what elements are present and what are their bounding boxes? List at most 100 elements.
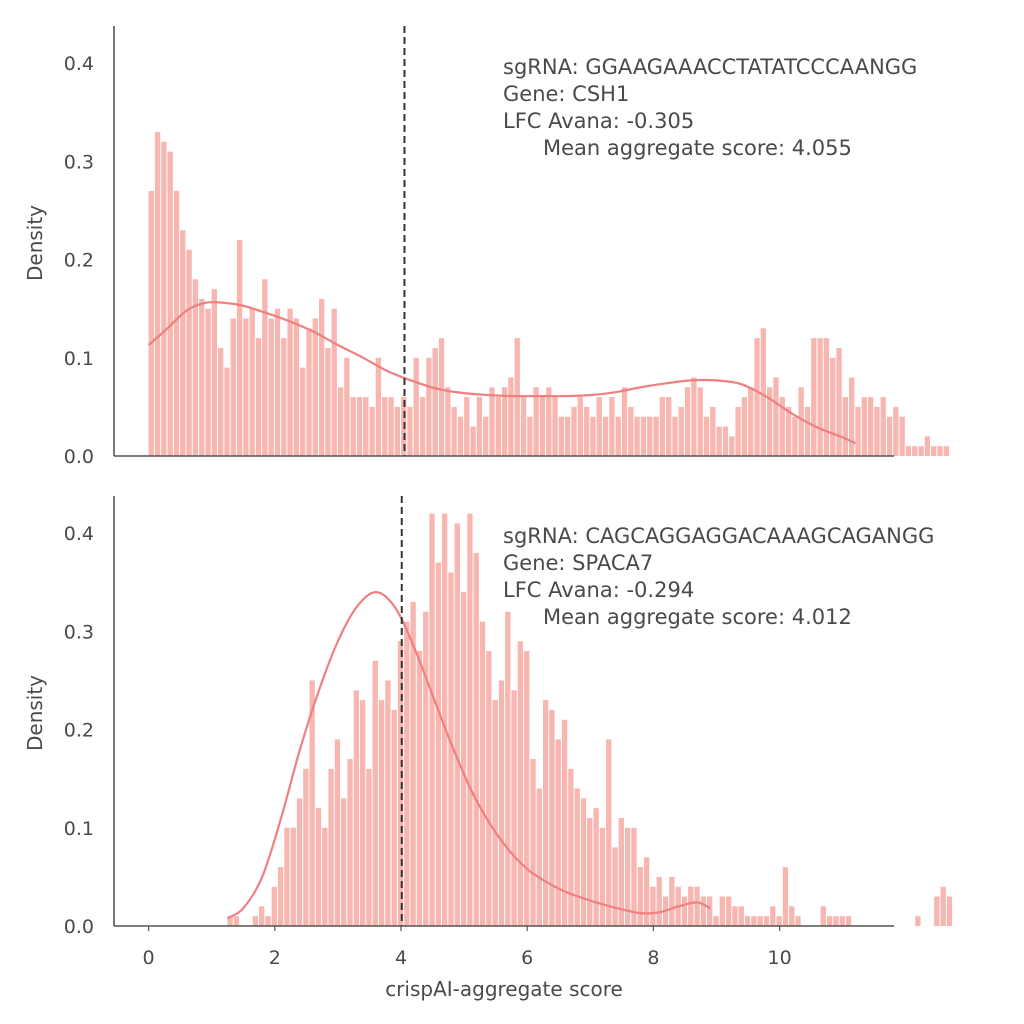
top-hist-bar bbox=[211, 289, 218, 456]
bottom-y-tick-label: 0.2 bbox=[64, 720, 94, 742]
top-hist-bar bbox=[672, 416, 678, 456]
top-hist-bar bbox=[880, 397, 886, 456]
bottom-hist-bar bbox=[700, 896, 707, 926]
bottom-x-tick-label: 6 bbox=[521, 947, 533, 969]
top-panel: 0.0 0.1 0.2 0.3 0.4 Density sgRNA: GGAAGAAAC… bbox=[23, 26, 949, 468]
x-axis-label: crispAI-aggregate score bbox=[385, 977, 623, 1001]
top-hist-bar bbox=[899, 416, 905, 456]
bottom-hist-bar bbox=[618, 817, 625, 926]
bottom-panel: 0.0 0.1 0.2 0.3 0.4 0 2 4 6 8 10 Density crispAI-… bbox=[23, 496, 953, 1001]
top-hist-bar bbox=[173, 190, 180, 457]
bottom-hist-bar bbox=[915, 916, 921, 926]
top-hist-bar bbox=[621, 387, 628, 456]
top-hist-bar bbox=[167, 151, 173, 456]
top-hist-bar bbox=[842, 397, 849, 456]
bottom-x-tick-label: 4 bbox=[395, 947, 407, 969]
top-hist-bar bbox=[262, 279, 268, 456]
top-hist-bar bbox=[779, 397, 785, 456]
top-annotation-gene: Gene: CSH1 bbox=[503, 82, 629, 106]
top-hist-bar bbox=[905, 446, 912, 456]
top-hist-bar bbox=[476, 397, 483, 456]
top-hist-bar bbox=[867, 397, 874, 456]
bottom-hist-bar bbox=[410, 601, 416, 926]
top-hist-bar bbox=[615, 416, 621, 456]
bottom-hist-bar bbox=[372, 660, 378, 926]
bottom-hist-bar bbox=[542, 700, 549, 926]
bottom-annotation-lfc: LFC Avana: -0.294 bbox=[503, 578, 694, 602]
top-annotation-lfc: LFC Avana: -0.305 bbox=[503, 109, 694, 133]
bottom-y-ticks: 0.0 0.1 0.2 0.3 0.4 bbox=[64, 523, 94, 938]
top-hist-bar bbox=[596, 397, 602, 456]
top-hist-bar bbox=[937, 446, 943, 456]
bottom-hist-bar bbox=[839, 916, 845, 926]
top-hist-bar bbox=[804, 406, 811, 456]
top-hist-bar bbox=[943, 446, 949, 456]
top-hist-bar bbox=[577, 397, 583, 456]
top-hist-bar bbox=[470, 426, 476, 456]
bottom-hist-bar bbox=[725, 896, 732, 926]
bottom-hist-bar bbox=[498, 680, 505, 926]
top-hist-bar bbox=[710, 406, 716, 456]
top-hist-bar bbox=[754, 338, 760, 456]
top-hist-bar bbox=[766, 387, 773, 456]
top-hist-bar bbox=[224, 367, 230, 456]
top-hist-bar bbox=[161, 141, 167, 456]
top-hist-bar bbox=[546, 387, 552, 456]
bottom-hist-bar bbox=[625, 827, 631, 926]
top-hist-bar bbox=[609, 397, 615, 456]
top-hist-bar bbox=[306, 328, 312, 456]
bottom-hist-bar bbox=[524, 651, 530, 926]
top-hist-bar bbox=[735, 406, 741, 456]
bottom-hist-bar bbox=[719, 896, 725, 926]
top-hist-bar bbox=[312, 318, 318, 456]
bottom-hist-bar bbox=[707, 896, 713, 926]
bottom-hist-bar bbox=[429, 513, 435, 926]
top-hist-bar bbox=[419, 397, 426, 456]
bottom-x-tick-label: 8 bbox=[647, 947, 659, 969]
bottom-hist-bar bbox=[227, 916, 233, 926]
bottom-hist-bar bbox=[378, 700, 385, 926]
bottom-hist-bar bbox=[505, 611, 511, 926]
bottom-y-tick-label: 0.0 bbox=[64, 916, 94, 938]
top-hist-bar bbox=[558, 416, 565, 456]
top-hist-bar bbox=[861, 397, 867, 456]
top-hist-bar bbox=[729, 436, 735, 456]
top-hist-bar bbox=[628, 406, 634, 456]
bottom-annotation-mean: Mean aggregate score: 4.012 bbox=[543, 605, 852, 629]
bottom-hist-bar bbox=[934, 896, 940, 926]
top-hist-bar bbox=[684, 387, 691, 456]
top-hist-bar bbox=[773, 377, 779, 456]
top-hist-bar bbox=[318, 298, 325, 456]
top-hist-bar bbox=[388, 397, 394, 456]
top-hist-bar bbox=[281, 338, 287, 456]
top-hist-bar bbox=[287, 308, 293, 456]
bottom-kde-curve bbox=[226, 591, 711, 920]
top-hist-bar bbox=[451, 406, 457, 456]
bottom-hist-bar bbox=[820, 906, 826, 926]
bottom-hist-bar bbox=[442, 513, 448, 926]
top-hist-bar bbox=[236, 239, 243, 456]
top-hist-bar bbox=[300, 367, 306, 456]
top-annotation-mean: Mean aggregate score: 4.055 bbox=[543, 136, 852, 160]
top-hist-bar bbox=[180, 230, 186, 456]
top-hist-bar bbox=[350, 397, 356, 456]
bottom-hist-bar bbox=[416, 651, 423, 926]
top-hist-bar bbox=[697, 387, 703, 456]
bottom-hist-bar bbox=[334, 739, 341, 926]
top-hist-bar bbox=[590, 416, 596, 456]
top-hist-bar bbox=[369, 406, 375, 456]
bottom-hist-bar bbox=[366, 768, 372, 926]
top-hist-bar bbox=[874, 406, 880, 456]
top-hist-bar bbox=[640, 416, 647, 456]
top-hist-bar bbox=[666, 397, 672, 456]
top-hist-bar bbox=[836, 347, 842, 456]
bottom-hist-bar bbox=[650, 886, 656, 926]
bottom-hist-bar bbox=[479, 621, 486, 926]
top-hist-bar bbox=[337, 387, 344, 456]
bottom-hist-bar bbox=[826, 916, 833, 926]
bottom-hist-bar bbox=[782, 867, 789, 926]
bottom-hist-bar bbox=[612, 847, 618, 926]
bottom-hist-bar bbox=[732, 906, 738, 926]
top-hist-bar bbox=[659, 397, 666, 456]
